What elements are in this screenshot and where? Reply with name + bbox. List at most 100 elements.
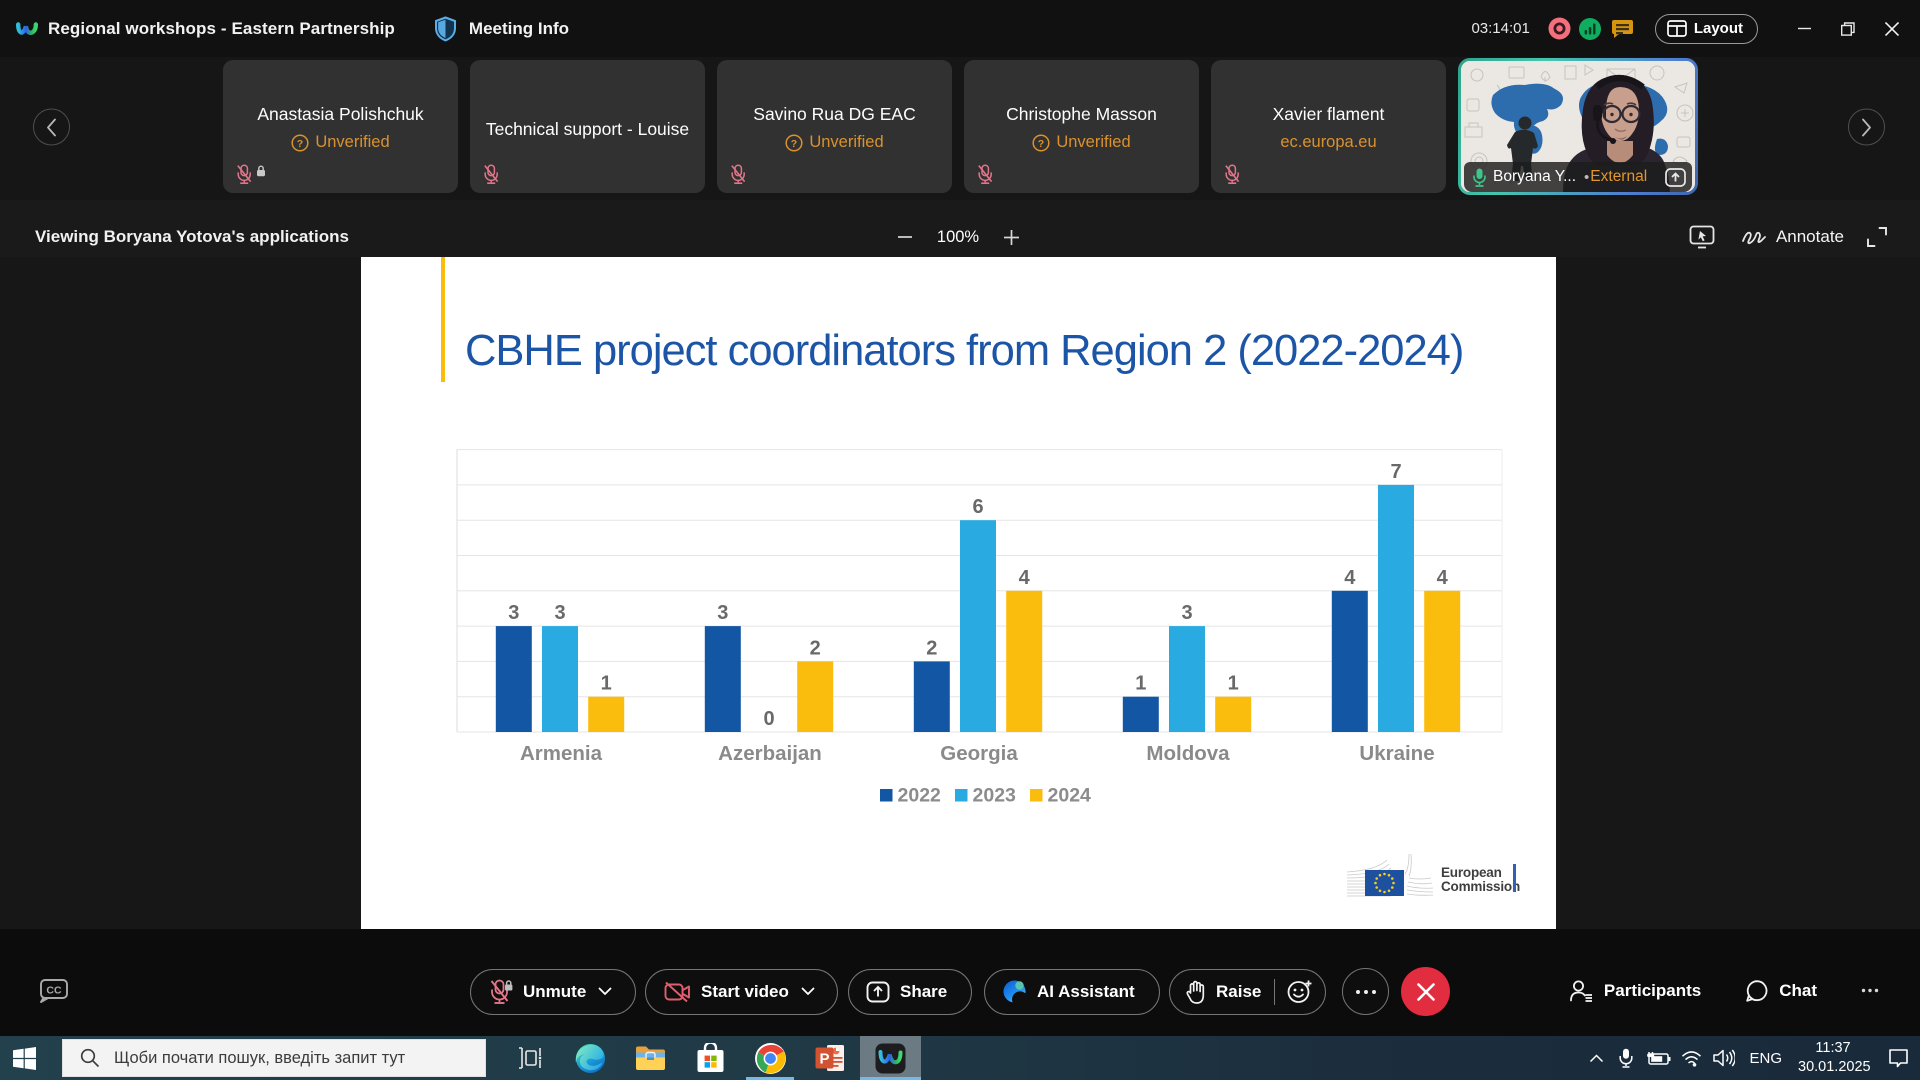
search-input[interactable] [114,1048,474,1068]
strip-next-button[interactable] [1848,108,1885,146]
bar-value-label: 1 [1228,673,1239,695]
edge-taskbar-icon[interactable] [560,1036,620,1080]
close-button[interactable] [1870,0,1914,57]
participant-mic-status [1224,164,1243,185]
chat-icon [1746,979,1768,1002]
annotate-label: Annotate [1775,227,1844,246]
layout-label: Layout [1693,20,1743,37]
legend-label-2024: 2024 [1048,785,1092,807]
participants-label: Participants [1603,980,1702,1000]
bar-value-label: 2 [926,637,937,659]
participants-icon [1570,980,1592,1002]
leave-x-icon [1416,982,1435,1001]
closed-captions-icon: CC [40,979,68,1003]
raise-hand-icon [1186,980,1206,1004]
svg-text:?: ? [297,138,303,150]
system-tray: ENG 11:37 30.01.2025 [1581,1036,1920,1080]
bar-value-label: 3 [508,602,519,624]
start-video-button[interactable]: Start video [645,968,838,1015]
active-speaker-overlay: Boryana Y... • External [1464,162,1692,192]
remote-control-button[interactable] [1689,225,1715,249]
participant-name: Christophe Masson [1006,104,1157,124]
raise-hand-button[interactable]: Raise [1169,968,1326,1015]
participant-tile[interactable]: Christophe Masson ? Unverified [964,60,1199,193]
tray-wifi-button[interactable] [1675,1036,1707,1080]
bar-moldova-2022 [1122,696,1159,732]
connection-quality-icon[interactable] [1578,17,1601,40]
participant-tile[interactable]: Xavier flament ec.europa.eu [1211,60,1446,193]
start-video-chevron-icon[interactable] [801,987,815,996]
tray-mic-button[interactable] [1611,1036,1641,1080]
action-center-button[interactable] [1876,1036,1920,1080]
ec-logo: European Commission [1346,852,1525,902]
chrome-taskbar-icon[interactable] [740,1036,800,1080]
layout-button[interactable]: Layout [1654,13,1758,44]
participant-tile[interactable]: Savino Rua DG EAC ? Unverified [717,60,952,193]
legend-swatch-2023 [955,789,968,802]
more-panels-button[interactable] [1861,988,1879,993]
participant-tile[interactable]: Anastasia Polishchuk ? Unverified [223,60,458,193]
unverified-icon: ? [291,133,309,152]
tray-clock[interactable]: 11:37 30.01.2025 [1790,1039,1876,1077]
active-speaker-separator: • [1584,168,1590,186]
language-indicator[interactable]: ENG [1741,1050,1790,1067]
chat-button[interactable]: Chat [1745,979,1817,1003]
tray-battery-button[interactable] [1641,1036,1675,1080]
category-label: Azerbaijan [718,742,822,765]
bar-georgia-2024 [1006,590,1043,732]
participant-tile[interactable]: Technical support - Louise [470,60,705,193]
ai-assistant-button[interactable]: AI Assistant [984,968,1160,1015]
speaker-icon [1713,1049,1736,1067]
tray-expand-button[interactable] [1581,1036,1611,1080]
zoom-out-button[interactable] [897,229,913,245]
shield-icon [434,15,456,41]
minimize-button[interactable] [1782,0,1826,57]
bar-value-label: 7 [1390,461,1401,483]
taskbar-app-icons: P [500,1036,921,1080]
microsoft-store-icon [697,1043,723,1072]
tray-volume-button[interactable] [1707,1036,1741,1080]
restore-button[interactable] [1826,0,1870,57]
bar-azerbaijan-2024 [797,661,834,732]
webex-taskbar-icon[interactable] [860,1036,921,1080]
leave-meeting-button[interactable] [1401,967,1450,1016]
zoom-in-button[interactable] [1003,229,1020,246]
unmute-chevron-icon[interactable] [598,987,612,996]
file-explorer-taskbar-icon[interactable] [620,1036,680,1080]
taskbar-search[interactable] [62,1039,486,1077]
raise-divider [1274,978,1276,1005]
unmute-button[interactable]: Unmute [470,968,636,1015]
meeting-info-button[interactable]: Meeting Info [434,15,569,42]
bar-georgia-2023 [960,520,996,732]
powerpoint-taskbar-icon[interactable]: P [800,1036,860,1080]
recording-indicator-icon[interactable] [1548,17,1571,40]
strip-prev-button[interactable] [33,108,70,146]
fullscreen-button[interactable] [1866,226,1888,248]
captions-message-icon[interactable] [1609,17,1633,41]
webex-logo-icon [16,21,38,35]
bar-value-label: 4 [1437,567,1449,589]
bar-value-label: 1 [601,673,612,695]
closed-captions-button[interactable]: CC [38,978,68,1004]
window-controls [1782,0,1920,57]
reactions-icon[interactable] [1287,979,1312,1004]
participant-name: Technical support - Louise [485,119,690,139]
chat-label: Chat [1779,980,1817,1000]
start-button[interactable] [0,1036,48,1080]
participants-button[interactable]: Participants [1569,979,1701,1003]
control-pills: Unmute Start video [470,967,1450,1016]
zoom-level: 100% [936,227,980,246]
annotate-pen-icon [1742,231,1766,245]
more-options-button[interactable] [1342,968,1389,1015]
popout-icon[interactable] [1665,167,1686,187]
chevron-right-icon [1862,118,1871,136]
viewing-label: Viewing Boryana Yotova's applications [35,227,349,246]
edge-icon [575,1043,605,1073]
participant-mic-status [236,164,266,185]
share-button[interactable]: Share [848,968,972,1015]
participant-name: Xavier flament [1272,104,1385,124]
annotate-button[interactable]: Annotate [1741,227,1844,247]
active-speaker-tile[interactable]: Boryana Y... • External [1458,58,1698,195]
task-view-button[interactable] [500,1036,560,1080]
store-taskbar-icon[interactable] [680,1036,740,1080]
